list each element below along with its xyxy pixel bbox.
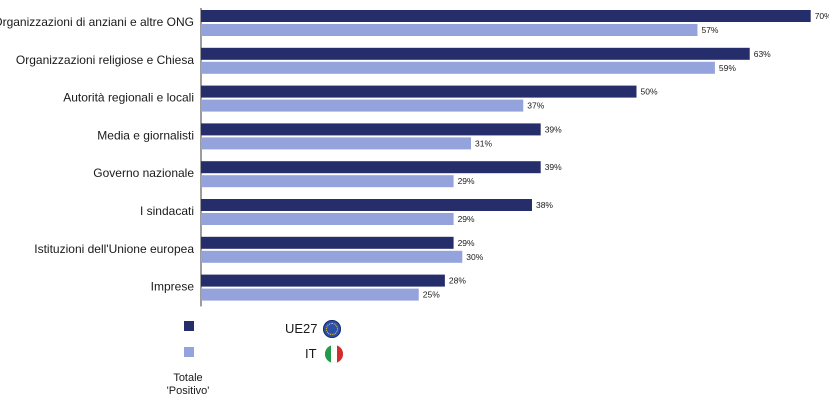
data-label-ue27: 39% — [545, 162, 562, 172]
data-label-ue27: 39% — [545, 124, 562, 134]
data-label-it: 57% — [701, 25, 718, 35]
bar-it — [201, 288, 419, 301]
category-label: Media e giornalisti — [97, 128, 194, 142]
category-label: Governo nazionale — [93, 166, 194, 180]
data-label-it: 29% — [458, 176, 475, 186]
data-label-ue27: 63% — [754, 49, 771, 59]
data-label-ue27: 50% — [641, 87, 658, 97]
bar-ue27 — [201, 199, 532, 211]
bar-ue27 — [201, 236, 454, 249]
data-label-ue27: 28% — [449, 276, 466, 286]
bar-it — [201, 61, 715, 74]
bar-it — [201, 250, 463, 263]
data-label-it: 30% — [466, 252, 483, 262]
bar-ue27 — [201, 10, 811, 22]
bar-it — [201, 213, 454, 225]
category-label: Autorità regionali e locali — [63, 91, 194, 105]
category-label: Organizzazioni di anziani e altre ONG — [0, 15, 194, 29]
bar-ue27 — [201, 85, 637, 98]
bar-ue27 — [201, 274, 445, 287]
data-label-it: 29% — [458, 214, 475, 224]
bar-ue27 — [201, 161, 541, 174]
data-label-it: 59% — [719, 63, 736, 73]
category-label: Organizzazioni religiose e Chiesa — [16, 53, 194, 67]
category-label: Istituzioni dell'Unione europea — [34, 242, 194, 256]
category-label: Imprese — [151, 280, 195, 294]
data-label-it: 37% — [527, 101, 544, 111]
data-label-ue27: 70% — [815, 11, 829, 21]
bar-it — [201, 137, 472, 150]
bar-it — [201, 99, 524, 112]
data-label-ue27: 29% — [458, 238, 475, 248]
bar-it — [201, 24, 698, 36]
data-label-ue27: 38% — [536, 200, 553, 210]
data-label-it: 31% — [475, 138, 492, 148]
bar-ue27 — [201, 123, 541, 136]
category-label: I sindacati — [140, 204, 194, 218]
bar-ue27 — [201, 47, 750, 60]
data-label-it: 25% — [423, 290, 440, 300]
bar-it — [201, 175, 454, 188]
